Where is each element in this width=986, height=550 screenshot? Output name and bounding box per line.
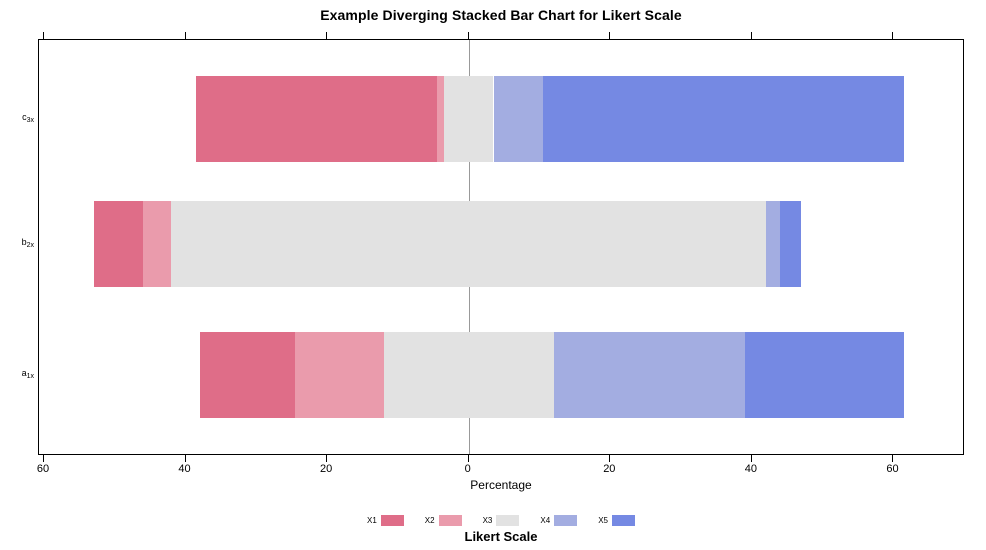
x-axis-tick [42,455,44,462]
legend-item-X4: X4 [540,515,578,526]
bar-segment-b2x-X2 [143,201,172,287]
x-axis-tick [326,32,328,39]
bar-row-b2x [39,201,965,287]
legend-item-X1: X1 [367,515,404,526]
bar-row-c3x [39,75,965,162]
chart-title: Example Diverging Stacked Bar Chart for … [320,7,682,23]
legend-swatch-X3 [496,515,520,526]
legend-label-X4: X4 [540,516,551,525]
x-axis-tick-label: 20 [320,463,333,475]
x-axis-tick [326,455,328,462]
x-axis-tick [42,32,44,39]
x-axis-tick-label: 0 [464,463,471,475]
legend-item-X3: X3 [483,515,520,526]
legend-item-X2: X2 [425,515,462,526]
x-axis-tick [750,32,752,39]
bar-segment-b2x-X5 [780,201,802,287]
bar-segment-c3x-X5 [543,75,905,162]
x-axis-tick-labels: 60 40 20 0 20 40 60 [36,463,964,477]
y-axis-label-b2x: b2x [21,237,34,249]
bar-segment-b2x-X1 [93,201,144,287]
y-axis-label-c3x: c3x [22,111,34,124]
legend: X1 X2 X3 X4 X5 [38,514,964,527]
x-axis-tick [750,455,752,462]
y-axis: c3x b2x a1x [0,39,36,455]
x-axis-tick-label: 60 [886,463,899,475]
legend-label-X2: X2 [424,516,435,525]
x-axis-tick-label: 40 [178,463,191,475]
bar-segment-a1x-X2 [295,331,384,418]
bar-row-a1x [39,331,965,418]
legend-item-X5: X5 [598,515,635,526]
bar-segment-b2x-X4 [766,201,781,287]
x-axis-tick [467,32,469,39]
bar-segment-a1x-X3 [383,331,554,418]
legend-swatch-X4 [554,515,578,526]
bar-segment-a1x-X4 [553,331,745,418]
bar-segment-c3x-X3 [443,75,494,162]
x-axis-tick [892,455,894,462]
legend-swatch-X1 [380,515,404,526]
x-axis-tick-label: 40 [744,463,758,475]
x-axis-title: Percentage [470,478,532,492]
legend-label-X5: X5 [598,516,608,525]
bar-segment-c3x-X1 [196,75,437,162]
legend-swatch-X5 [611,515,635,526]
x-axis-tick-label: 20 [603,463,616,475]
plot-area [38,32,965,462]
bar-segment-a1x-X1 [199,331,296,418]
bar-segment-c3x-X4 [493,75,544,162]
legend-label-X3: X3 [482,516,493,525]
legend-title: Likert Scale [464,529,538,544]
legend-label-X1: X1 [367,516,377,525]
x-axis-tick [609,32,611,39]
x-axis-tick-label: 60 [36,463,50,475]
legend-swatch-X2 [438,515,462,526]
y-axis-label-a1x: a1x [21,367,34,380]
x-axis-tick [467,455,469,462]
x-axis-tick [609,455,611,462]
x-axis-tick [184,32,186,39]
x-axis-tick [184,455,186,462]
bar-segment-a1x-X5 [744,331,905,418]
bar-segment-b2x-X3 [171,201,767,287]
bar-segment-c3x-X2 [436,75,444,162]
x-axis-tick [892,32,894,39]
